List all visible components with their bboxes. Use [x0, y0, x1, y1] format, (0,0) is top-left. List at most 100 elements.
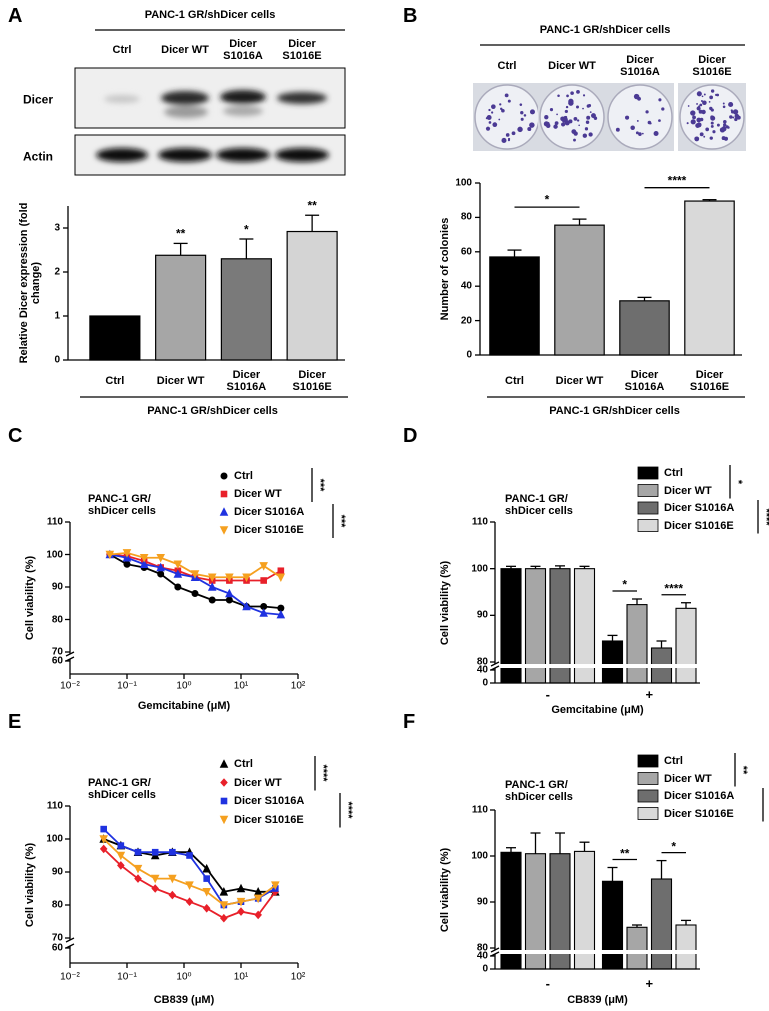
marker — [122, 549, 132, 558]
y-tick-label: 90 — [51, 866, 63, 878]
colony — [585, 120, 590, 124]
marker — [105, 550, 115, 560]
y-tick-label: 1 — [54, 310, 60, 322]
legend-marker — [220, 797, 228, 805]
colony — [492, 122, 498, 128]
colony — [565, 105, 569, 109]
y-tick-label: 2 — [54, 266, 60, 278]
y-tick-label: 90 — [51, 581, 63, 593]
marker — [207, 573, 217, 583]
legend-swatch — [637, 754, 659, 768]
axis-break-band — [492, 664, 700, 668]
legend-label: Ctrl — [234, 757, 253, 770]
colony — [561, 122, 566, 127]
x-tick-label: 10² — [290, 971, 306, 983]
colony — [615, 127, 620, 132]
y-tick-label: 20 — [460, 315, 472, 327]
marker — [254, 910, 262, 920]
legend-marker — [220, 778, 228, 787]
x-axis-label: PANC-1 GR/shDicer cells — [147, 404, 278, 417]
bar — [89, 315, 141, 361]
colony — [649, 122, 652, 125]
marker — [156, 553, 165, 563]
y-tick-label: 100 — [46, 833, 63, 845]
marker — [151, 884, 160, 893]
colony — [696, 117, 702, 123]
marker — [253, 894, 263, 904]
y-tick-label: 110 — [46, 516, 63, 528]
y-axis-label: Cell viability (%) — [438, 847, 451, 932]
colony — [729, 115, 733, 119]
marker — [116, 851, 126, 861]
colony — [553, 124, 558, 129]
legend-marker — [219, 815, 229, 825]
panel-letter: E — [8, 711, 22, 733]
y-tick-label: 60 — [460, 246, 472, 258]
colony — [491, 104, 496, 110]
colony — [696, 106, 701, 111]
colony — [727, 126, 730, 129]
marker — [117, 861, 125, 870]
marker — [208, 596, 216, 604]
marker — [202, 904, 211, 913]
colony — [568, 98, 574, 105]
legend-label: Dicer S1016A — [234, 794, 305, 807]
bar — [489, 256, 540, 356]
colony — [653, 131, 659, 137]
colony — [592, 114, 595, 117]
marker — [185, 897, 194, 906]
colony — [519, 103, 523, 106]
colony — [545, 123, 551, 128]
subtitle: PANC-1 GR/ shDicer cells — [505, 779, 573, 804]
colony — [736, 115, 741, 120]
marker — [203, 875, 210, 882]
colony — [710, 89, 715, 93]
colony — [564, 109, 568, 114]
colony — [529, 109, 536, 115]
colony — [708, 101, 711, 103]
colony — [488, 108, 491, 112]
significance-label: **** — [317, 764, 330, 782]
axis-break — [490, 951, 500, 957]
marker — [259, 562, 268, 571]
marker — [253, 887, 263, 896]
x-tick-label: 10⁻² — [60, 680, 80, 692]
bar — [626, 604, 648, 684]
marker — [99, 844, 108, 854]
colony — [528, 128, 532, 131]
marker — [134, 874, 142, 883]
marker — [277, 604, 285, 612]
marker — [191, 590, 199, 597]
marker — [100, 825, 107, 833]
blot-row-label: Dicer — [22, 92, 54, 107]
y-tick-label: 80 — [51, 614, 63, 625]
marker — [123, 560, 131, 568]
colony — [544, 115, 549, 120]
axis-break — [490, 665, 500, 671]
bar — [675, 924, 697, 970]
legend-marker — [219, 526, 229, 535]
colony — [566, 94, 569, 98]
y-tick-label: 0 — [482, 963, 488, 975]
colony — [686, 122, 689, 125]
legend-label: Ctrl — [664, 754, 683, 767]
y-tick-label: 110 — [471, 804, 488, 816]
significance-label: * — [622, 577, 628, 592]
significance-label: * — [765, 803, 769, 807]
marker — [139, 553, 149, 563]
x-tick-label: Ctrl — [105, 374, 125, 387]
x-tick-label: Ctrl — [505, 374, 524, 387]
colony — [500, 107, 503, 111]
marker — [156, 562, 165, 572]
axis-break — [490, 661, 500, 667]
legend-label: Dicer WT — [664, 772, 712, 785]
colony — [734, 117, 738, 122]
y-tick-label: 60 — [51, 655, 63, 667]
colony — [554, 121, 559, 126]
colony — [501, 137, 507, 143]
marker — [225, 596, 233, 604]
colony — [586, 115, 591, 120]
bar — [684, 200, 735, 356]
significance-label: * — [671, 839, 677, 853]
colony — [511, 131, 516, 136]
